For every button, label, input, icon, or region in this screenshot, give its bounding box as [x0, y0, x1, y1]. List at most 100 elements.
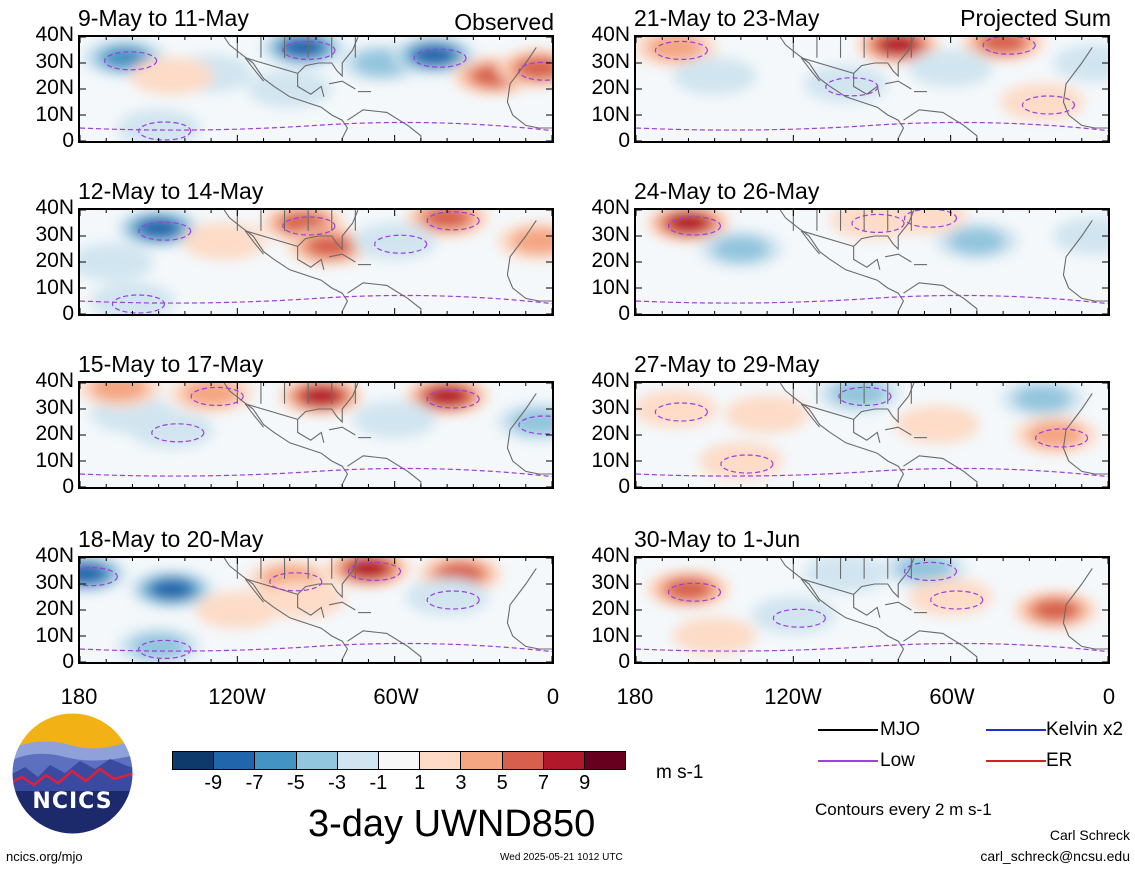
axis-ticks [80, 210, 552, 314]
wind-anomaly-blob [908, 49, 993, 88]
colorbar-swatch [337, 752, 379, 769]
wind-anomaly-blob [669, 213, 708, 233]
wind-anomaly-blob [1014, 385, 1071, 412]
coastline-segment [903, 455, 978, 487]
coastline-segment [853, 558, 915, 599]
low-contour [80, 121, 552, 132]
low-contour [825, 77, 879, 97]
colorbar-swatch [173, 752, 215, 769]
colorbar-label: 1 [414, 772, 426, 794]
wind-anomaly-blob [129, 57, 214, 95]
border-line [245, 578, 298, 595]
wind-anomaly-blob [1032, 599, 1079, 621]
map-panel-1 [78, 35, 554, 143]
low-contour [426, 389, 480, 409]
low-contours [80, 386, 552, 478]
coastline-segment [297, 594, 325, 618]
y-tick-label: 20N [591, 249, 630, 272]
coastline-segment [800, 230, 820, 255]
low-contour [80, 567, 118, 587]
wind-anomaly-blob [895, 405, 980, 444]
coastline-segment [800, 403, 820, 428]
wind-anomaly-blob [896, 558, 953, 582]
low-contour [930, 590, 984, 610]
wind-anomaly-blob [80, 563, 105, 584]
wind-anomaly-blob [803, 64, 888, 103]
coastline-segment [903, 282, 978, 314]
colorbar-swatch [584, 752, 626, 769]
coastline-segment [297, 73, 325, 97]
coastline-segment [853, 419, 881, 443]
border-line [801, 230, 854, 247]
wind-anomaly-blob [139, 218, 178, 238]
coastlines [223, 558, 552, 662]
y-tick-label: 0 [62, 302, 74, 325]
colorbar-label: -7 [245, 772, 264, 794]
coastline-segment [1062, 568, 1108, 650]
y-tick-label: 30N [591, 49, 630, 73]
y-tick-label: 40N [591, 23, 630, 46]
coastline-segment [853, 210, 915, 251]
coastline-segment [297, 210, 359, 251]
wind-anomaly-blob [405, 578, 490, 616]
colorbar-label: -1 [369, 772, 388, 794]
coastline-segment [779, 383, 905, 487]
observed-label: Observed [454, 9, 554, 35]
coastline-segment [903, 630, 978, 662]
coastline-segment [506, 393, 552, 475]
low-contour [654, 40, 708, 60]
y-tick-label: 10N [35, 275, 74, 299]
author-email[interactable]: carl_schreck@ncsu.edu [980, 848, 1130, 864]
coastlines [779, 37, 1108, 141]
low-contour [903, 561, 958, 581]
colorbar [172, 751, 626, 770]
border-line [801, 403, 854, 420]
wind-anomaly-blob [247, 70, 332, 108]
coastline-segment [223, 558, 349, 662]
y-tick-label: 20N [35, 76, 74, 99]
low-contour [190, 386, 244, 406]
coastline-segment [885, 601, 912, 611]
map-panel-3 [78, 381, 554, 489]
coastlines [779, 210, 1108, 314]
panel-title-3: 15-May to 17-May [78, 351, 264, 377]
legend-label-er: ER [1046, 750, 1073, 771]
x-tick-right-60w: 60W [929, 684, 975, 709]
site-link[interactable]: ncics.org/mjo [6, 849, 83, 864]
y-tick-label: 30N [591, 570, 630, 594]
low-contours [636, 561, 1108, 653]
low-contour [347, 561, 402, 581]
y-tick-label: 0 [618, 650, 630, 673]
y-tick-label: 0 [62, 475, 74, 498]
wind-anomaly-blob [427, 386, 467, 406]
y-tick-label: 10N [35, 623, 74, 647]
contour-note: Contours every 2 m s-1 [815, 800, 992, 819]
wind-anomaly-blob [510, 227, 552, 255]
border-line [245, 57, 298, 74]
coastline-segment [329, 253, 356, 263]
wind-anomaly-blob [195, 591, 280, 629]
projected-label: Projected Sum [960, 5, 1111, 31]
y-tick-label: 30N [35, 570, 74, 594]
coastline-segment [244, 230, 264, 255]
y-tick-label: 10N [591, 275, 630, 299]
ncics-logo: NCICS [10, 711, 135, 836]
x-tick-right-120w: 120W [764, 684, 822, 709]
map-panel-4 [78, 556, 554, 664]
panel-title-8: 30-May to 1-Jun [634, 526, 801, 552]
wind-anomaly-blob [129, 410, 214, 449]
logo-text: NCICS [32, 789, 113, 814]
map-plot [80, 558, 552, 662]
coastline-segment [297, 246, 325, 270]
ncics-logo-graphic [10, 711, 135, 836]
colorbar-label: -5 [286, 772, 305, 794]
y-tick-label: 10N [591, 623, 630, 647]
coastline-segment [903, 109, 978, 141]
wind-anomaly-blob [980, 37, 1026, 54]
y-tick-label: 0 [62, 650, 74, 673]
coastline-segment [800, 57, 820, 82]
coastline-segment [1062, 47, 1108, 129]
wind-anomaly-blob [1027, 421, 1084, 449]
low-contour [111, 294, 166, 314]
colorbar-swatch [214, 752, 256, 769]
